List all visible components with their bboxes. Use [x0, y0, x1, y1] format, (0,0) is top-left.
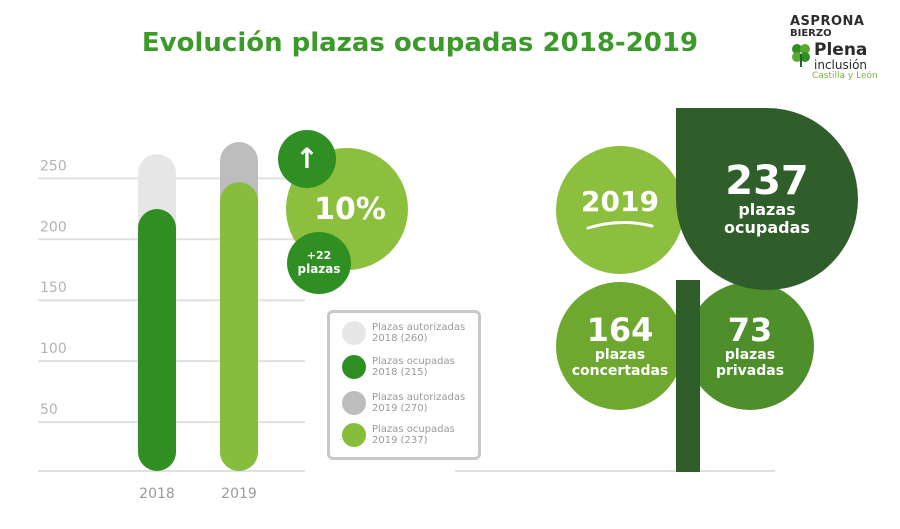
chart-grid: 250 200 150 100 50 — [38, 158, 305, 472]
chart-x-labels: 2018 2019 — [139, 486, 257, 502]
clover-stem — [676, 280, 700, 472]
privadas-number: 73 — [727, 311, 773, 349]
underline-swoosh-icon — [586, 220, 654, 229]
legend-item-occupied-2018: Plazas ocupadas 2018 (215) — [342, 355, 468, 379]
y-tick-label: 50 — [40, 402, 58, 418]
legend-swatch — [342, 423, 366, 447]
clover-total-leaf: 237 plazas ocupadas — [676, 108, 858, 290]
legend-label: Plazas ocupadas 2018 (215) — [372, 356, 455, 378]
growth-arrow-circle: ↑ — [278, 130, 336, 188]
growth-percent: 10% — [314, 191, 386, 227]
privadas-label-1: plazas — [724, 347, 776, 363]
logo-text-bierzo: BIERZO — [790, 28, 832, 39]
total-label-2: ocupadas — [724, 218, 810, 237]
legend-label: Plazas autorizadas 2018 (260) — [372, 322, 466, 344]
x-tick-label: 2019 — [221, 486, 257, 502]
chart-bars — [138, 142, 258, 471]
legend-label: Plazas autorizadas 2019 (270) — [372, 392, 466, 414]
clover-logo-icon — [792, 44, 810, 67]
legend-swatch — [342, 391, 366, 415]
concertadas-label-2: concertadas — [571, 363, 669, 379]
privadas-label-2: privadas — [715, 363, 785, 379]
legend-item-authorized-2018: Plazas autorizadas 2018 (260) — [342, 321, 468, 345]
growth-extra-circle: +22 plazas — [287, 232, 351, 294]
logo: ASPRONA BIERZO Plena inclusión Castilla … — [790, 14, 880, 81]
logo-text-inclusion: inclusión — [814, 58, 868, 72]
page-title: Evolución plazas ocupadas 2018-2019 — [141, 28, 699, 58]
legend-label: Plazas ocupadas 2019 (237) — [372, 424, 455, 446]
clover-year-leaf: 2019 — [556, 146, 684, 274]
concertadas-number: 164 — [586, 311, 654, 349]
y-tick-label: 250 — [40, 158, 67, 174]
total-label-1: plazas — [738, 200, 796, 219]
y-tick-label: 200 — [40, 219, 67, 235]
legend-item-occupied-2019: Plazas ocupadas 2019 (237) — [342, 423, 468, 447]
concertadas-label-1: plazas — [594, 347, 646, 363]
logo-text-plena: Plena — [814, 40, 868, 60]
clover-privadas-leaf: 73 plazas privadas — [686, 282, 814, 410]
logo-text-region: Castilla y León — [812, 71, 878, 81]
bar-occupied-2018 — [138, 209, 176, 471]
growth-extra-count: +22 — [306, 249, 332, 262]
logo-text-asprona: ASPRONA — [790, 14, 865, 29]
bar-occupied-2019 — [220, 182, 258, 471]
x-tick-label: 2018 — [139, 486, 175, 502]
chart-legend: Plazas autorizadas 2018 (260) Plazas ocu… — [327, 310, 481, 460]
legend-item-authorized-2019: Plazas autorizadas 2019 (270) — [342, 391, 468, 415]
clover-concertadas-leaf: 164 plazas concertadas — [556, 282, 684, 410]
legend-swatch — [342, 321, 366, 345]
clover-year: 2019 — [581, 184, 659, 218]
legend-swatch — [342, 355, 366, 379]
total-number: 237 — [725, 158, 809, 204]
arrow-up-icon: ↑ — [295, 142, 319, 175]
growth-extra-label: plazas — [297, 262, 341, 276]
y-tick-label: 150 — [40, 280, 67, 296]
y-tick-label: 100 — [40, 341, 67, 357]
